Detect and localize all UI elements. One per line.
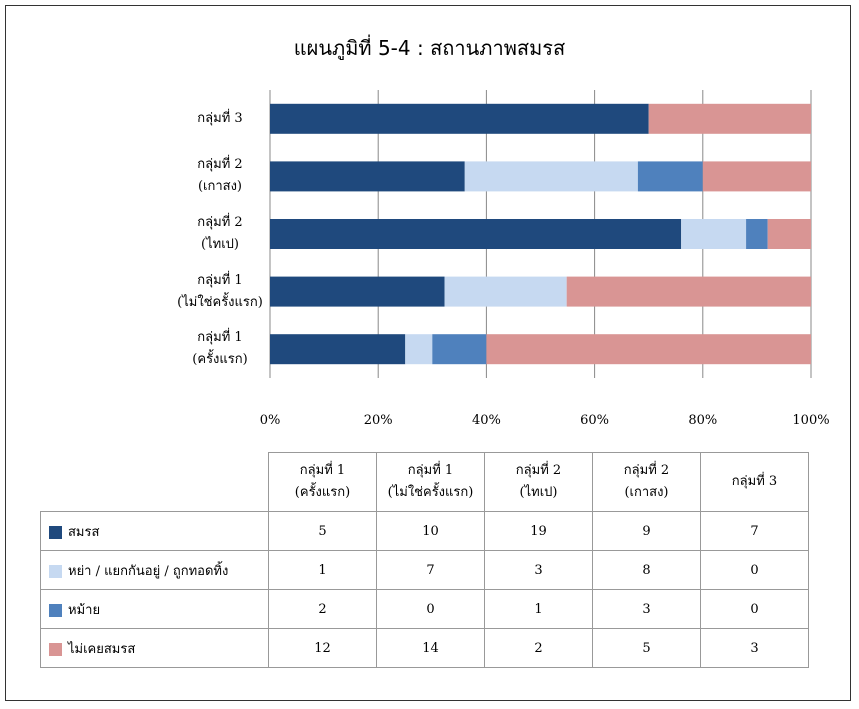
legend-item: หม้าย [40,589,269,629]
table-cell: 12 [268,628,377,668]
legend-label: ไม่เคยสมรส [68,641,136,657]
table-cell: 10 [376,511,485,551]
table-cell: 7 [376,550,485,590]
legend-item: หย่า / แยกกันอยู่ / ถูกทอดทิ้ง [40,550,269,590]
legend-swatch [49,642,62,656]
table-cell: 0 [376,589,485,629]
legend-label: หย่า / แยกกันอยู่ / ถูกทอดทิ้ง [68,563,229,579]
bar-segment [270,161,465,192]
bar-segment [432,334,487,365]
table-cell: 3 [700,628,809,668]
bar-segment [746,219,768,249]
data-table: กลุ่มที่ 1 (ครั้งแรก) กลุ่มที่ 1 (ไม่ใช่ค… [40,452,809,668]
table-cell: 9 [592,511,701,551]
legend-item: สมรส [40,511,269,551]
legend-swatch [49,525,62,539]
bar-segment [637,161,703,192]
legend-label: หม้าย [68,602,101,618]
bar-segment [270,103,649,134]
table-cell: 3 [592,589,701,629]
y-tick-label: กลุ่มที่ 3 [197,110,243,126]
bar-segment [648,103,811,134]
table-cell: 2 [268,589,377,629]
y-tick-label: กลุ่มที่ 1 (ครั้งแรก) [192,330,248,368]
table-cell: 0 [700,550,809,590]
table-corner [40,452,269,512]
table-row: สมรส 5 10 19 9 7 [40,511,809,551]
legend-item: ไม่เคยสมรส [40,628,269,668]
legend-label: สมรส [68,524,100,540]
table-row: หย่า / แยกกันอยู่ / ถูกทอดทิ้ง 1 7 3 8 0 [40,550,809,590]
table-header: กลุ่มที่ 1 (ครั้งแรก) [268,452,377,512]
bar-segment [767,219,811,249]
x-tick-label: 80% [688,413,717,428]
x-tick-label: 0% [260,413,281,428]
table-header: กลุ่มที่ 2 (เกาสง) [592,452,701,512]
x-tick-label: 20% [364,413,393,428]
legend-swatch [49,603,62,617]
table-cell: 1 [268,550,377,590]
bar-segment [566,276,811,307]
table-header-row: กลุ่มที่ 1 (ครั้งแรก) กลุ่มที่ 1 (ไม่ใช่ค… [40,452,809,512]
table-cell: 19 [484,511,593,551]
table-header: กลุ่มที่ 3 [700,452,809,512]
bar-segment [486,334,811,365]
y-tick-label: กลุ่มที่ 1 (ไม่ใช่ครั้งแรก) [177,272,263,310]
bar-segment [270,276,445,307]
bar-segment [464,161,638,192]
table-cell: 1 [484,589,593,629]
bar-segment [405,334,433,365]
table-row: ไม่เคยสมรส 12 14 2 5 3 [40,628,809,668]
x-tick-label: 100% [792,413,829,428]
table-header: กลุ่มที่ 2 (ไทเป) [484,452,593,512]
x-tick-label: 40% [472,413,501,428]
legend-swatch [49,564,62,578]
table-cell: 7 [700,511,809,551]
table-cell: 3 [484,550,593,590]
table-cell: 5 [268,511,377,551]
bar-segment [681,219,747,249]
bar-segment [444,276,567,307]
table-cell: 2 [484,628,593,668]
bar-segment [270,334,406,365]
table-row: หม้าย 2 0 1 3 0 [40,589,809,629]
table-header: กลุ่มที่ 1 (ไม่ใช่ครั้งแรก) [376,452,485,512]
bar-segment [702,161,811,192]
x-tick-label: 60% [580,413,609,428]
frame [5,5,851,701]
table-cell: 5 [592,628,701,668]
table-cell: 0 [700,589,809,629]
table-cell: 14 [376,628,485,668]
y-tick-label: กลุ่มที่ 2 (เกาสง) [197,157,243,195]
table-cell: 8 [592,550,701,590]
chart-title: แผนภูมิที่ 5-4 : สถานภาพสมรส [293,36,566,60]
bar-segment [270,219,682,249]
y-tick-label: กลุ่มที่ 2 (ไทเป) [197,215,243,252]
